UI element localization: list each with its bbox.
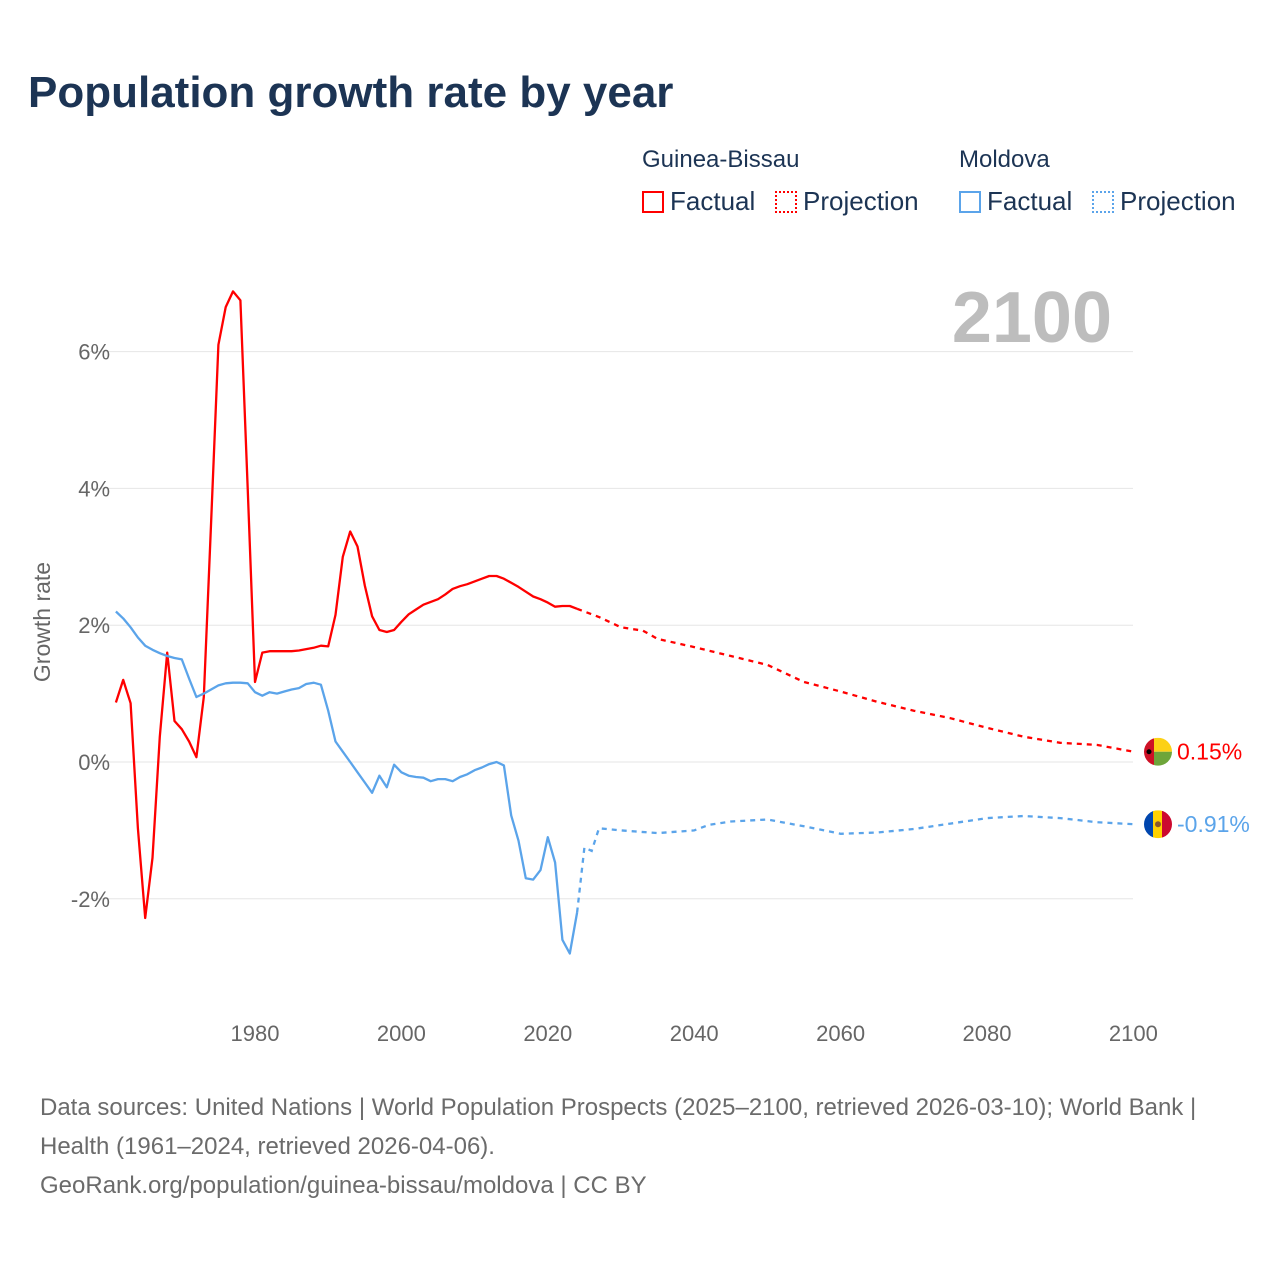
x-tick-label: 2100 [1109,1021,1158,1046]
legend-swatch-dotted [1092,190,1114,213]
series-line-factual-1 [115,610,579,955]
x-tick-label: 2040 [670,1021,719,1046]
legend-swatch-dotted [775,190,797,213]
y-tick-label: 6% [78,340,110,365]
x-tick-label: 2000 [377,1021,426,1046]
legend-group-moldova: Moldova [959,146,1050,173]
legend-label: Factual [987,186,1073,216]
legend-md-projection[interactable]: Projection [1092,186,1236,217]
legend-gb-factual[interactable]: Factual [642,186,755,217]
flag-icon-0 [1144,737,1172,766]
data-sources: Data sources: United Nations | World Pop… [40,1094,1197,1160]
x-tick-label: 2080 [963,1021,1012,1046]
x-tick-label: 2060 [816,1021,865,1046]
flag-icon-1 [1144,810,1172,839]
year-indicator: 2100 [952,278,1112,358]
legend-swatch-solid [642,190,664,213]
legend-md-factual[interactable]: Factual [959,186,1072,217]
end-value-label: 0.15% [1177,739,1242,765]
series-line-projection-1 [575,814,1134,913]
legend-group-guinea-bissau: Guinea-Bissau [642,146,800,173]
plot-area: 2100 Growth rate 6% 4% 2% 0% -2% 1980 2000 2020… [29,278,1250,1046]
y-tick-label: 4% [78,476,110,501]
legend-gb-projection[interactable]: Projection [775,186,919,217]
legend-label: Projection [1120,186,1236,216]
source-note: Data sources: United Nations | World Pop… [40,1088,1240,1205]
y-tick-label: -2% [71,887,110,912]
series-line-factual-0 [114,290,578,920]
x-tick-label: 1980 [231,1021,280,1046]
attribution-link[interactable]: GeoRank.org/population/guinea-bissau/mol… [40,1172,647,1199]
series-line-projection-0 [576,607,1134,753]
x-tick-label: 2020 [523,1021,572,1046]
legend-label: Projection [803,186,919,216]
legend-swatch-solid [959,190,981,213]
y-tick-label: 0% [78,750,110,775]
legend-label: Factual [670,186,756,216]
y-axis-label: Growth rate [29,562,55,682]
chart-title: Population growth rate by year [28,68,674,117]
y-tick-label: 2% [78,613,110,638]
end-value-label: -0.91% [1177,811,1250,837]
